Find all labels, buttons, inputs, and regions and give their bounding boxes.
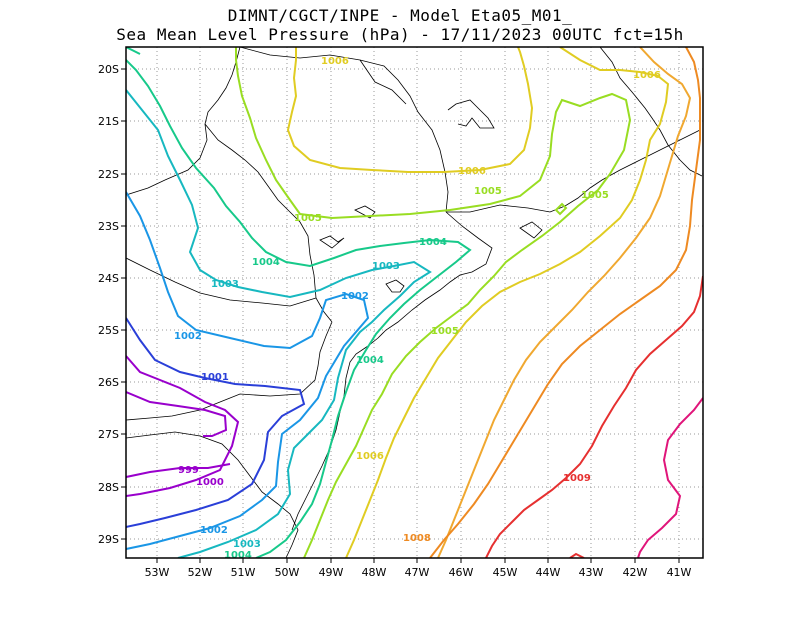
tick-marks — [121, 68, 680, 563]
isobar-label: 1006 — [321, 56, 349, 67]
latitude-labels: 20S 21S 22S 23S 24S 25S 26S 27S 28S 29S — [98, 63, 119, 546]
isobar-label: 1005 — [294, 213, 322, 224]
lon-tick-label: 46W — [449, 566, 474, 579]
lat-tick-label: 20S — [98, 63, 119, 76]
lon-tick-label: 43W — [579, 566, 604, 579]
lon-tick-label: 44W — [536, 566, 561, 579]
lat-tick-label: 28S — [98, 481, 119, 494]
isobar-label: 999 — [178, 465, 199, 476]
isobar-label: 1006 — [458, 166, 486, 177]
isobar-label: 1005 — [581, 190, 609, 201]
lat-tick-label: 23S — [98, 220, 119, 233]
lat-tick-label: 24S — [98, 272, 119, 285]
lon-tick-label: 52W — [188, 566, 213, 579]
lat-tick-label: 21S — [98, 115, 119, 128]
isobar-1006 — [286, 47, 534, 173]
isobar-label: 1003 — [233, 539, 261, 550]
lat-tick-label: 27S — [98, 428, 119, 441]
isobar-label: 1000 — [196, 477, 224, 488]
isobar-label: 1003 — [211, 279, 239, 290]
lon-tick-label: 53W — [145, 566, 170, 579]
isobar-1009 — [485, 275, 703, 558]
isobar-1010 — [637, 397, 703, 558]
isobar-1002 — [126, 191, 370, 550]
lat-tick-label: 22S — [98, 168, 119, 181]
isobar-label: 1005 — [474, 186, 502, 197]
lon-tick-label: 51W — [231, 566, 256, 579]
isobar-label: 1006 — [633, 70, 661, 81]
isobar-1008 — [429, 47, 701, 558]
isobar-label: 1004 — [224, 550, 252, 561]
isobar-label: 1002 — [341, 291, 369, 302]
isobar-1004-top — [126, 47, 141, 55]
isobar-1005-ring — [554, 202, 568, 216]
isobar-label: 1009 — [563, 473, 591, 484]
isobar-999 — [126, 391, 228, 437]
isobar-label: 1004 — [419, 237, 447, 248]
isobar-label: 1001 — [201, 372, 229, 383]
map-frame — [125, 46, 704, 559]
isobar-999b — [126, 463, 231, 478]
isobar-label: 1004 — [252, 257, 280, 268]
lon-tick-label: 45W — [493, 566, 518, 579]
isobar-label: 1002 — [200, 525, 228, 536]
lat-lon-grid — [126, 47, 703, 558]
lon-tick-label: 49W — [319, 566, 344, 579]
isobar-1009-bottom — [569, 552, 585, 558]
lat-tick-label: 25S — [98, 324, 119, 337]
map-subtitle: Sea Mean Level Pressure (hPa) - 17/11/20… — [116, 25, 684, 44]
lon-tick-label: 47W — [405, 566, 430, 579]
isobar-1001 — [126, 317, 306, 528]
isobar-label: 1002 — [174, 331, 202, 342]
lon-tick-label: 41W — [667, 566, 692, 579]
lat-tick-label: 29S — [98, 533, 119, 546]
isobar-1005 — [235, 47, 632, 558]
lon-tick-label: 48W — [362, 566, 387, 579]
isobar-label: 1003 — [372, 261, 400, 272]
isobar-label: 1005 — [431, 326, 459, 337]
isobar-lines — [126, 47, 703, 558]
isobar-1000 — [126, 355, 240, 497]
isobar-label: 1008 — [403, 533, 431, 544]
longitude-labels: 53W 52W 51W 50W 49W 48W 47W 46W 45W 44W … — [145, 566, 692, 579]
coastline-and-borders — [126, 47, 703, 558]
isobar-label: 1004 — [356, 355, 384, 366]
lon-tick-label: 42W — [623, 566, 648, 579]
isobar-1006b — [345, 47, 670, 558]
isobar-1003 — [126, 89, 432, 558]
isobar-label: 1006 — [356, 451, 384, 462]
lon-tick-label: 50W — [275, 566, 300, 579]
map-title: DIMNT/CGCT/INPE - Model Eta05_M01_ — [227, 6, 573, 25]
lat-tick-label: 26S — [98, 376, 119, 389]
isobar-1004 — [126, 59, 472, 558]
isobar-1007 — [437, 47, 692, 558]
